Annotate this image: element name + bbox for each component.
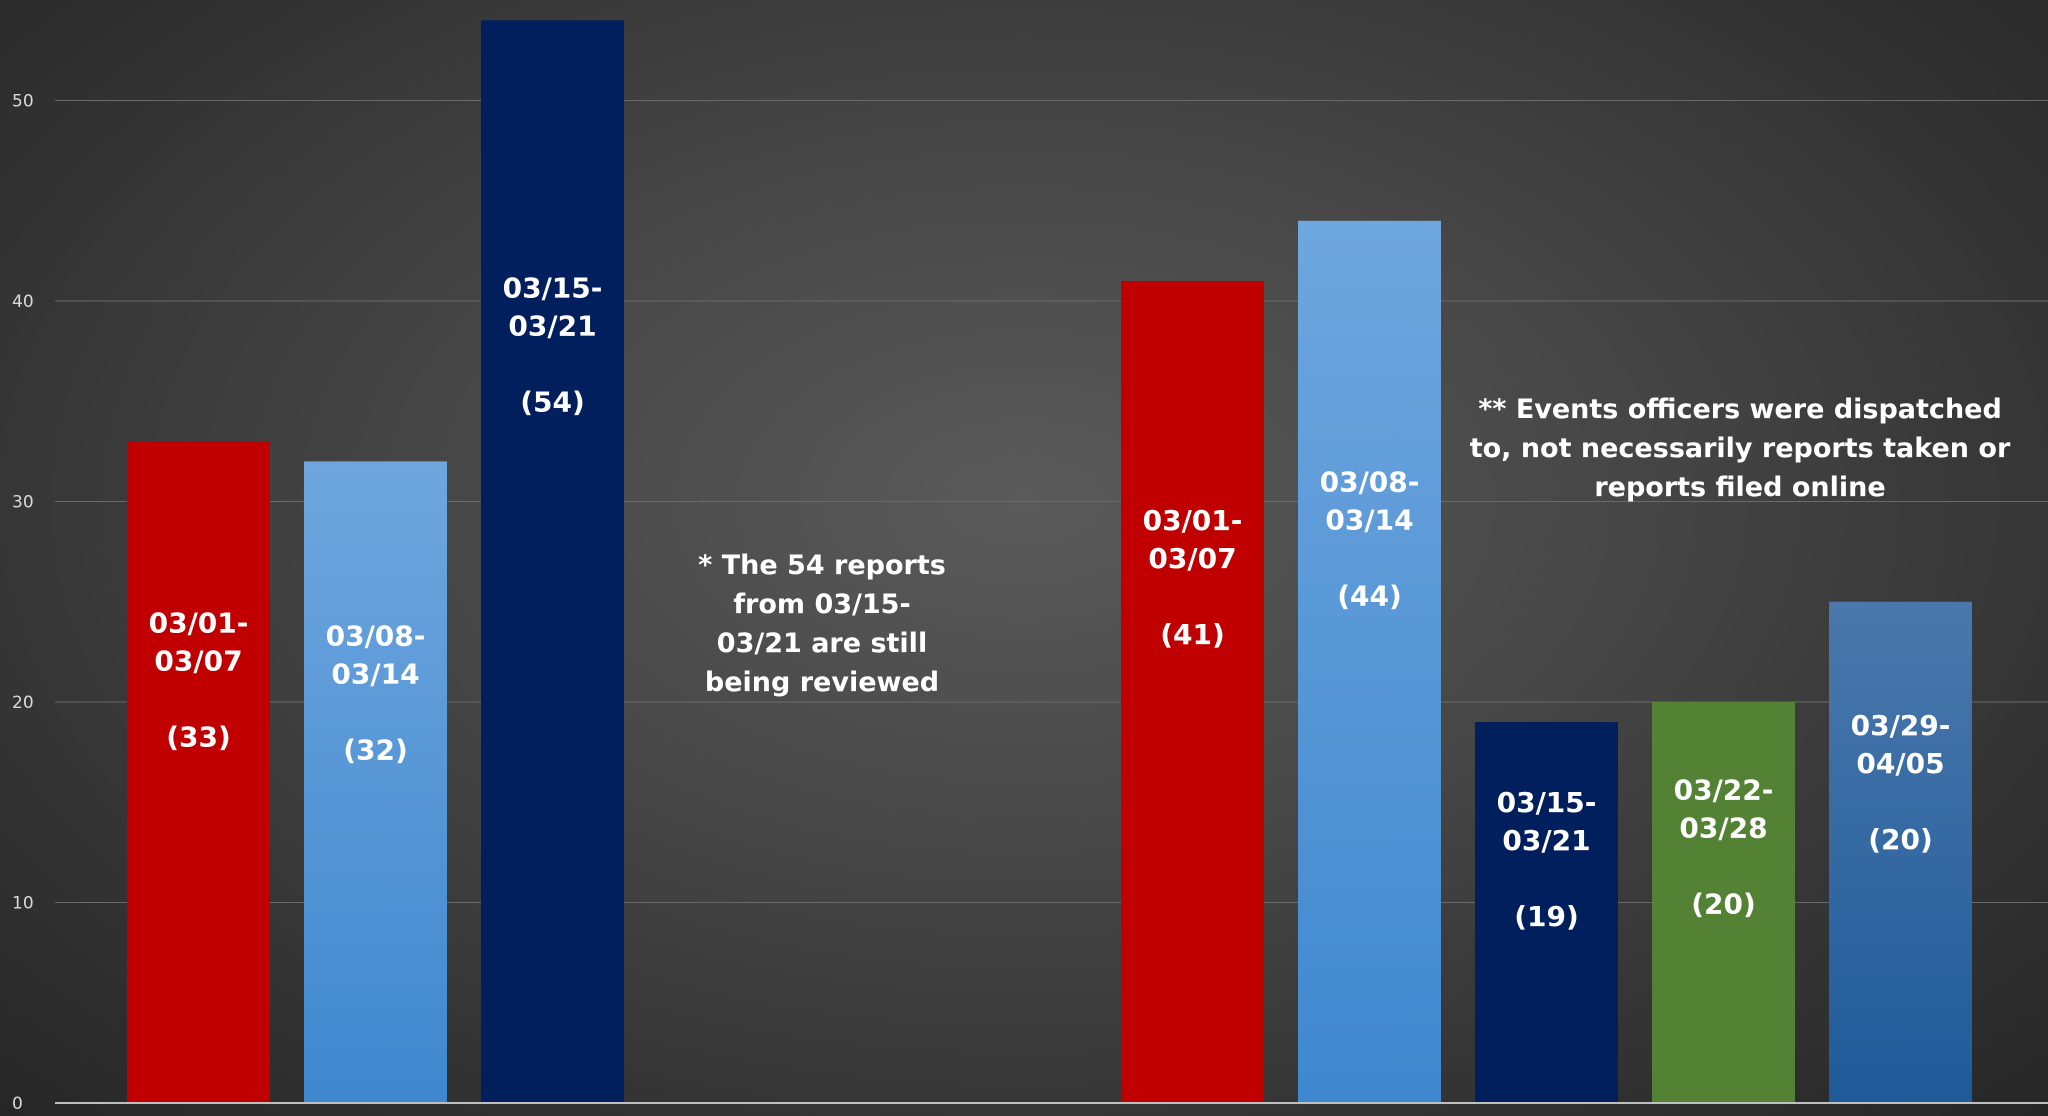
bar-data-label: 03/07: [1148, 542, 1236, 575]
y-tick-label: 40: [12, 292, 34, 312]
bar: [481, 20, 624, 1103]
annotation-line: ** Events officers were dispatched: [1478, 394, 2002, 425]
bar-data-label: 03/14: [331, 657, 419, 690]
bar-data-label: 03/08-: [1320, 465, 1420, 498]
bar-data-label: 03/22-: [1674, 773, 1774, 806]
bar-data-label: (20): [1868, 823, 1933, 856]
bar-data-label: (19): [1514, 900, 1579, 933]
annotation-line: 03/21 are still: [717, 628, 927, 659]
bar: [1121, 280, 1264, 1103]
annotation-line: * The 54 reports: [698, 550, 946, 581]
y-tick-label: 50: [12, 92, 34, 112]
bar: [1298, 220, 1441, 1104]
annotation-line: from 03/15-: [733, 589, 910, 620]
bar-data-label: (44): [1337, 579, 1402, 612]
bar: [1475, 722, 1618, 1103]
bar-data-label: 03/15-: [503, 271, 603, 304]
annotation-line: being reviewed: [705, 667, 939, 698]
bar: [304, 461, 447, 1103]
bar-data-label: 03/29-: [1851, 709, 1951, 742]
y-tick-label: 0: [12, 1094, 23, 1114]
bar-data-label: 03/01-: [149, 607, 249, 640]
y-tick-label: 30: [12, 493, 34, 513]
bar-data-label: (41): [1160, 618, 1225, 651]
bar-data-label: (54): [520, 385, 585, 418]
bar-data-label: 03/01-: [1143, 504, 1243, 537]
bar: [1829, 601, 1972, 1103]
bar-data-label: 03/08-: [326, 619, 426, 652]
y-tick-label: 10: [12, 894, 34, 914]
bar-data-label: (33): [166, 721, 231, 754]
bar-data-label: 03/07: [154, 645, 242, 678]
bar-data-label: 03/28: [1679, 811, 1767, 844]
y-tick-label: 20: [12, 693, 34, 713]
bar-data-label: 03/15-: [1497, 786, 1597, 819]
bar-data-label: 03/21: [1502, 824, 1590, 857]
bar-data-label: (20): [1691, 887, 1756, 920]
annotations: * The 54 reports from 03/15- 03/21 are sti…: [698, 394, 2011, 698]
bars: 03/01- 03/07 (33) 03/08- 03/14 (32) 03/15- 03/2…: [127, 20, 1972, 1104]
bar-data-label: 03/21: [508, 309, 596, 342]
bar-data-label: (32): [343, 733, 408, 766]
annotation-line: to, not necessarily reports taken or: [1470, 433, 2011, 464]
bar-data-label: 03/14: [1325, 503, 1413, 536]
bar: [1652, 702, 1795, 1103]
annotation-line: reports filed online: [1594, 472, 1885, 503]
bar-data-label: 04/05: [1856, 747, 1944, 780]
bar: [127, 441, 270, 1104]
